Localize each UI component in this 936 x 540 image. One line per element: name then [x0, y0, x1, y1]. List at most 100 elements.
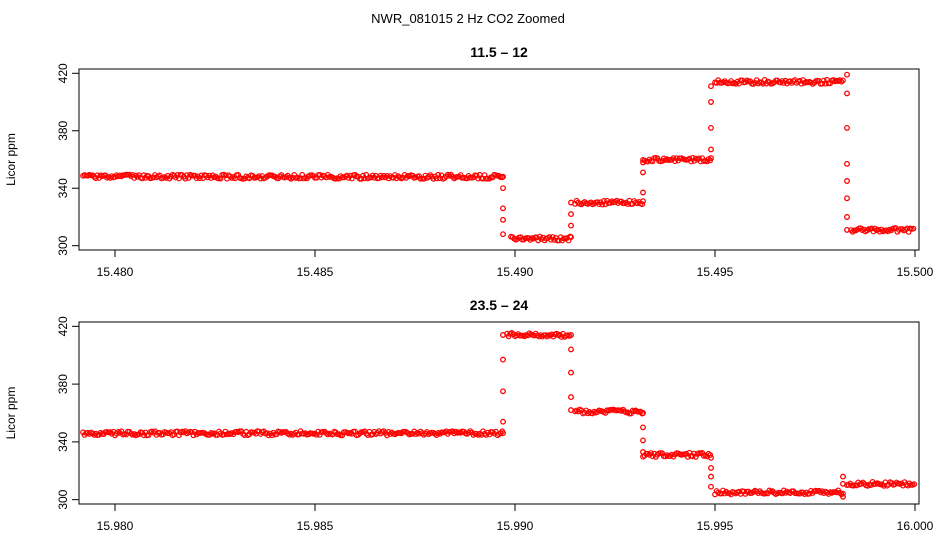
data-point	[500, 430, 506, 437]
transition-1	[500, 332, 506, 437]
y-tick-label: 420	[56, 63, 70, 83]
data-level-4	[640, 154, 714, 165]
y-tick-label: 300	[56, 489, 70, 509]
data-point	[844, 90, 850, 97]
transition-5	[844, 71, 850, 233]
x-tick-label: 15.500	[897, 265, 934, 279]
data-point	[640, 410, 646, 416]
data-point	[844, 124, 850, 131]
data-point	[92, 175, 99, 182]
y-axis-label: Licor ppm	[4, 133, 18, 186]
data-point	[500, 231, 506, 238]
panel-title: 11.5 – 12	[470, 44, 528, 60]
data-point	[844, 178, 850, 184]
transition-3	[640, 410, 646, 455]
data-point	[708, 473, 714, 480]
data-point	[640, 424, 646, 431]
data-point	[840, 480, 846, 487]
data-level-2	[508, 233, 574, 244]
data-point	[549, 234, 556, 240]
data-point	[553, 330, 560, 337]
data-point	[840, 490, 846, 497]
data-level-3	[572, 197, 646, 208]
data-point	[568, 222, 574, 229]
y-tick-label: 380	[56, 374, 70, 394]
transition-5	[840, 473, 846, 500]
data-point	[377, 172, 384, 179]
data-point	[640, 189, 646, 196]
x-tick-label: 15.990	[497, 519, 534, 533]
data-point	[193, 431, 200, 438]
data-point	[668, 156, 675, 163]
data-level-5	[712, 76, 846, 87]
data-level-6	[844, 479, 918, 489]
data-point	[568, 394, 574, 401]
x-tick-label: 15.480	[97, 265, 134, 279]
data-level-2	[504, 330, 573, 340]
plot-frame	[78, 321, 920, 505]
data-point	[568, 211, 574, 218]
data-level-1	[80, 428, 506, 439]
data-point	[639, 201, 646, 208]
data-point	[708, 99, 714, 105]
data-point	[692, 454, 699, 460]
data-point	[568, 332, 574, 338]
data-point	[500, 185, 506, 192]
data-point	[840, 473, 846, 480]
data-point	[910, 225, 917, 232]
data-level-1	[80, 171, 506, 182]
data-point	[89, 430, 96, 437]
data-point	[689, 154, 696, 161]
data-point	[708, 483, 714, 490]
data-point	[500, 173, 506, 180]
data-point	[779, 490, 786, 497]
data-point	[720, 487, 726, 494]
data-point	[568, 199, 574, 206]
data-point	[708, 124, 714, 131]
data-level-4	[640, 449, 714, 460]
data-point	[844, 195, 850, 202]
data-point	[568, 346, 574, 353]
transition-2	[568, 199, 574, 241]
transition-1	[500, 173, 506, 238]
data-point	[500, 205, 506, 212]
data-point	[844, 226, 850, 233]
panel-1: 11.5 – 12 Licor ppm 15.480 15.485 15.490 15.4…	[4, 44, 934, 279]
data-point	[235, 171, 242, 178]
data-point	[568, 407, 574, 414]
data-point	[640, 198, 646, 205]
x-tick-label: 15.995	[697, 519, 734, 533]
data-level-6	[848, 225, 917, 235]
data-point	[708, 83, 714, 90]
data-point	[844, 214, 850, 220]
x-tick-label: 15.980	[97, 519, 134, 533]
y-tick-label: 340	[56, 178, 70, 198]
data-point	[145, 432, 152, 439]
data-point	[417, 428, 424, 435]
y-tick-label: 300	[56, 235, 70, 255]
x-tick-label: 15.495	[697, 265, 734, 279]
data-point	[911, 481, 918, 488]
y-axis-label: Licor ppm	[4, 387, 18, 440]
data-point	[699, 155, 706, 162]
panel-title: 23.5 – 24	[470, 297, 529, 313]
data-point	[806, 490, 813, 497]
transition-2	[568, 332, 574, 414]
data-point	[500, 388, 506, 395]
data-point	[380, 172, 387, 179]
data-point	[473, 172, 480, 179]
data-point	[844, 160, 850, 167]
data-point	[840, 77, 846, 84]
data-point	[500, 332, 506, 338]
x-tick-label: 15.490	[497, 265, 534, 279]
data-point	[708, 464, 714, 471]
transition-4	[708, 454, 714, 490]
data-point	[568, 234, 574, 241]
x-tick-label: 15.985	[297, 519, 334, 533]
y-tick-label: 420	[56, 316, 70, 336]
data-point	[840, 493, 846, 500]
data-point	[533, 234, 540, 241]
data-point	[568, 369, 574, 376]
data-point	[870, 228, 877, 235]
